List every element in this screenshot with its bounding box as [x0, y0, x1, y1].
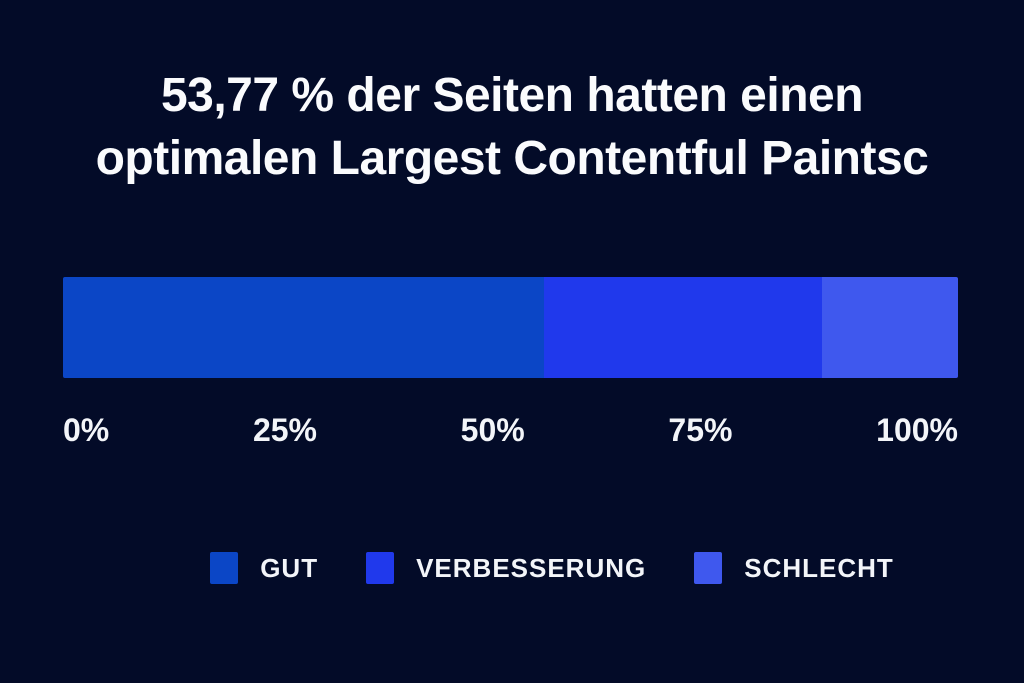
- chart-title-line2: optimalen Largest Contentful Paintsc: [95, 132, 929, 185]
- chart-title: 53,77 % der Seiten hatten einen optimale…: [0, 64, 1024, 190]
- tick-label-50: 50%: [460, 412, 525, 448]
- legend-item-verbesserung: VERBESSERUNG: [366, 552, 646, 584]
- chart-title-line1: 53,77 % der Seiten hatten einen: [160, 69, 864, 122]
- x-axis-tick-labels: 0% 25% 50% 75% 100%: [63, 410, 958, 450]
- tick-label-25: 25%: [252, 412, 317, 448]
- stacked-bar: [63, 277, 958, 378]
- legend-swatch-schlecht: [694, 552, 723, 584]
- tick-label-0: 0%: [63, 412, 110, 448]
- legend-item-schlecht: SCHLECHT: [694, 552, 894, 584]
- bar-segment-verbesserung: [544, 277, 822, 378]
- legend-label-verbesserung: VERBESSERUNG: [416, 553, 647, 583]
- tick-label-100: 100%: [876, 412, 958, 448]
- legend: GUT VERBESSERUNG SCHLECHT: [40, 552, 1024, 584]
- bar-segment-gut: [63, 277, 545, 378]
- legend-label-gut: GUT: [260, 553, 319, 583]
- legend-item-gut: GUT: [210, 552, 318, 584]
- legend-swatch-gut: [210, 552, 239, 584]
- legend-label-schlecht: SCHLECHT: [744, 553, 894, 583]
- tick-label-75: 75%: [668, 412, 733, 448]
- bar-segment-schlecht: [821, 277, 958, 378]
- legend-swatch-verbesserung: [366, 552, 395, 584]
